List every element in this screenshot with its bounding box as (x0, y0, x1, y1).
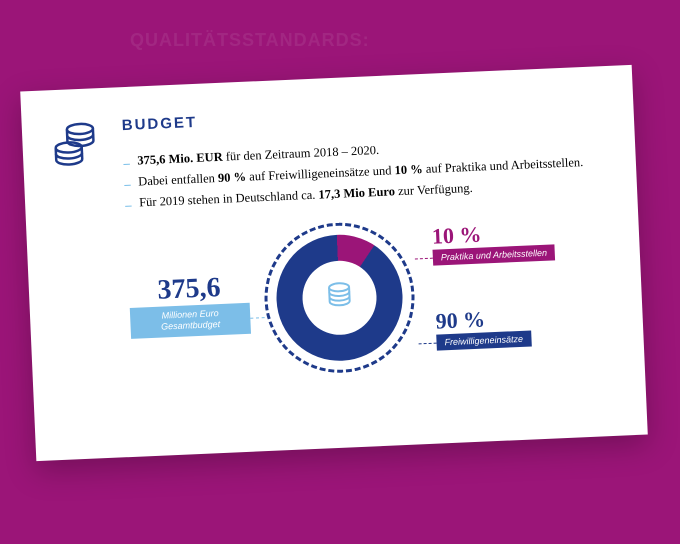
total-label-line: Gesamtbudget (161, 319, 220, 332)
bullet-bold: 10 % (394, 162, 423, 177)
budget-card: BUDGET 375,6 Mio. EUR für den Zeitraum 2… (20, 65, 648, 461)
total-value: 375,6 (128, 270, 249, 307)
bullet-text: auf Freiwilligeneinsätze und (246, 163, 395, 183)
coins-icon (52, 118, 98, 168)
bullet-text: Dabei entfallen (138, 171, 218, 188)
bullet-list: 375,6 Mio. EUR für den Zeitraum 2018 – 2… (123, 132, 597, 213)
bullet-text: für den Zeitraum 2018 – 2020. (222, 143, 379, 164)
bullet-bold: 375,6 Mio. EUR (137, 150, 223, 168)
bullet-bold: 90 % (218, 170, 247, 185)
bullet-text: Für 2019 stehen in Deutschland ca. (139, 187, 319, 209)
slice-label-10: 10 % Praktika und Arbeitsstellen (431, 219, 555, 266)
card-icon-column (52, 118, 112, 385)
chart-labels: 10 % Praktika und Arbeitsstellen 90 % Fr… (431, 224, 437, 364)
total-label-line: Millionen Euro (161, 308, 218, 320)
bullet-bold: 17,3 Mio Euro (318, 184, 395, 201)
donut-center-icon (324, 279, 356, 317)
slice-label-90: 90 % Freiwilligeneinsätze (435, 305, 531, 351)
donut-chart (261, 220, 417, 376)
card-heading: BUDGET (121, 97, 593, 135)
bullet-text: auf Praktika und Arbeitsstellen. (422, 155, 583, 176)
total-label: Millionen Euro Gesamtbudget (130, 302, 251, 339)
bullet-text: zur Verfügung. (395, 180, 473, 197)
total-budget-box: 375,6 Millionen Euro Gesamtbudget (128, 270, 251, 339)
background-heading: QUALITÄTSSTANDARDS: (130, 30, 370, 51)
slice-name: Freiwilligeneinsätze (436, 331, 531, 351)
chart-area: 375,6 Millionen Euro Gesamtbudget (126, 212, 604, 382)
